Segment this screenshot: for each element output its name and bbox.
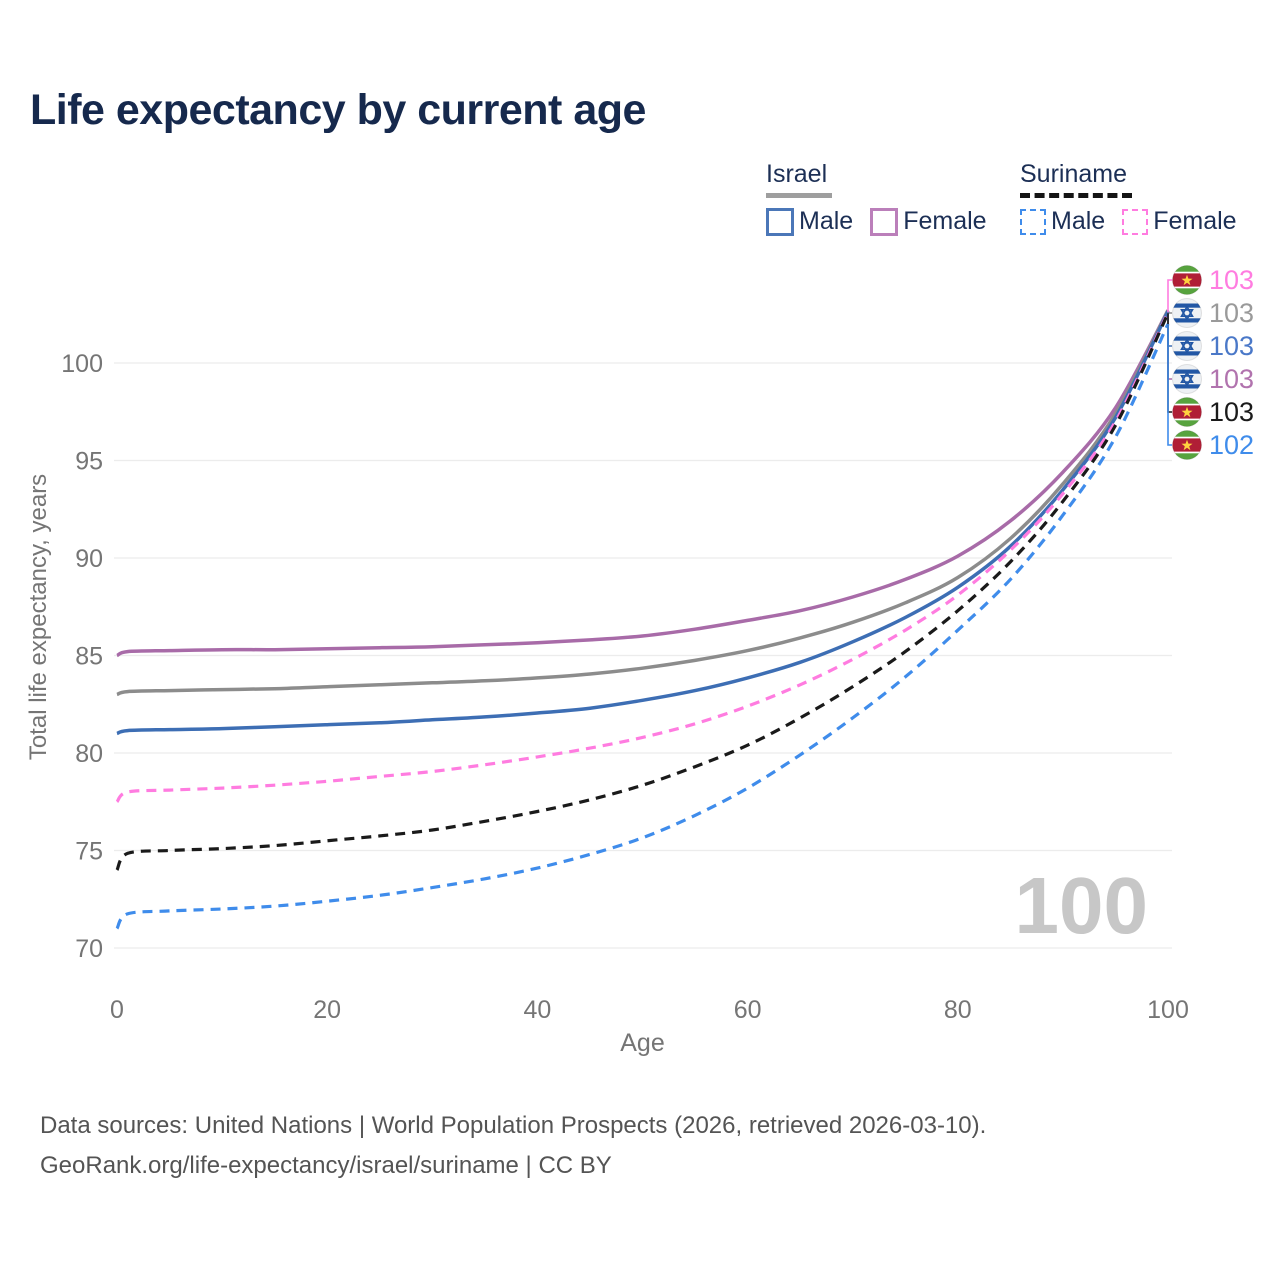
y-tick-70: 70 bbox=[75, 935, 103, 963]
series-line-israel-all[interactable] bbox=[116, 309, 1170, 697]
legend-label-israel-female: Female bbox=[903, 207, 987, 235]
legend-israel-line-sample bbox=[766, 193, 832, 198]
y-tick-80: 80 bbox=[75, 740, 103, 768]
series-line-israel-male[interactable] bbox=[116, 310, 1170, 736]
end-value-label-israel-female: 103 bbox=[1209, 364, 1254, 394]
flag-israel-icon bbox=[1172, 298, 1202, 328]
legend-group-suriname: Suriname Male Female bbox=[1020, 160, 1254, 236]
legend-swatch-suriname-female bbox=[1122, 208, 1149, 235]
legend-group-israel: Israel Male Female bbox=[766, 160, 1004, 236]
legend-swatch-israel-male bbox=[766, 207, 794, 236]
flag-suriname-icon bbox=[1172, 265, 1202, 295]
legend-country-suriname[interactable]: Suriname bbox=[1020, 160, 1127, 188]
x-tick-40: 40 bbox=[523, 996, 551, 1024]
legend-swatch-israel-female bbox=[870, 207, 899, 236]
y-tick-90: 90 bbox=[75, 545, 103, 573]
series-line-israel-female[interactable] bbox=[116, 309, 1170, 658]
x-tick-20: 20 bbox=[313, 996, 341, 1024]
series-line-suriname-female[interactable] bbox=[115, 311, 1170, 803]
data-sources-line: Data sources: United Nations | World Pop… bbox=[40, 1112, 987, 1139]
legend-label-suriname-male: Male bbox=[1051, 207, 1106, 235]
y-tick-85: 85 bbox=[75, 643, 103, 671]
legend-item-israel-male[interactable]: Male bbox=[766, 207, 853, 236]
x-tick-0: 0 bbox=[110, 996, 124, 1024]
y-tick-100: 100 bbox=[61, 350, 103, 378]
legend-item-suriname-female[interactable]: Female bbox=[1122, 207, 1237, 236]
footer: Data sources: United Nations | World Pop… bbox=[40, 1106, 986, 1186]
end-value-label-suriname-female: 103 bbox=[1209, 265, 1254, 295]
legend-country-israel[interactable]: Israel bbox=[766, 160, 828, 188]
y-axis-label: Total life expectancy, years bbox=[25, 474, 52, 760]
end-value-label-suriname-male: 102 bbox=[1209, 430, 1254, 460]
attribution-line: GeoRank.org/life-expectancy/israel/surin… bbox=[40, 1152, 612, 1179]
legend-item-israel-female[interactable]: Female bbox=[870, 207, 987, 236]
y-tick-95: 95 bbox=[75, 448, 103, 476]
flag-israel-icon bbox=[1172, 364, 1202, 394]
x-tick-100: 100 bbox=[1147, 996, 1189, 1024]
flag-israel-icon bbox=[1172, 331, 1202, 361]
legend-swatch-suriname-male bbox=[1020, 208, 1046, 235]
legend-suriname-line-sample bbox=[1020, 193, 1132, 198]
legend-label-suriname-female: Female bbox=[1153, 207, 1237, 235]
end-value-label-israel-male: 103 bbox=[1209, 331, 1254, 361]
flag-suriname-icon bbox=[1172, 430, 1202, 460]
leader-line-suriname-male bbox=[1167, 324, 1172, 446]
age-counter-watermark: 100 bbox=[1014, 861, 1148, 950]
end-value-label-israel-all: 103 bbox=[1209, 298, 1254, 328]
page-title: Life expectancy by current age bbox=[30, 86, 646, 134]
legend-label-israel-male: Male bbox=[799, 207, 854, 235]
x-tick-60: 60 bbox=[734, 996, 762, 1024]
legend-item-suriname-male[interactable]: Male bbox=[1020, 207, 1105, 236]
end-value-label-suriname-all: 103 bbox=[1209, 397, 1254, 427]
y-tick-75: 75 bbox=[75, 838, 103, 866]
flag-suriname-icon bbox=[1172, 397, 1202, 427]
leader-line-suriname-female bbox=[1167, 279, 1172, 313]
series-line-suriname-male[interactable] bbox=[115, 323, 1170, 930]
series-line-suriname-all[interactable] bbox=[115, 312, 1170, 871]
x-tick-80: 80 bbox=[944, 996, 972, 1024]
x-axis-label: Age bbox=[620, 1029, 664, 1057]
